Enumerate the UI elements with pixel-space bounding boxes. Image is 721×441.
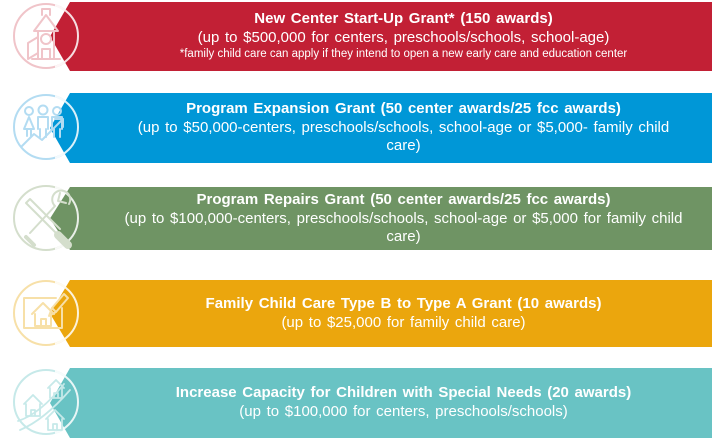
grant-amount-line: (up to $50,000-centers, preschools/schoo… <box>137 119 670 155</box>
grant-row-special-needs-capacity: Increase Capacity for Children with Spec… <box>0 368 721 438</box>
grant-banner-ribbon <box>50 280 712 347</box>
grant-row-program-repairs: Program Repairs Grant (50 center awards/… <box>0 184 721 251</box>
grant-banner-ribbon <box>50 187 712 250</box>
grant-banner-ribbon <box>50 2 712 71</box>
grant-text-block: Increase Capacity for Children with Spec… <box>100 368 707 438</box>
grant-title: New Center Start-Up Grant* (150 awards) <box>254 10 553 28</box>
neighborhood-houses-icon <box>16 373 76 433</box>
grant-amount-line: (up to $25,000 for family child care) <box>281 313 526 331</box>
grant-text-block: New Center Start-Up Grant* (150 awards) … <box>100 2 707 71</box>
family-growth-icon <box>16 98 76 158</box>
repair-tools-icon <box>16 188 76 249</box>
grant-amount-line: (up to $500,000 for centers, preschools/… <box>197 28 610 46</box>
grant-title: Program Expansion Grant (50 center award… <box>186 100 621 118</box>
grant-text-block: Program Repairs Grant (50 center awards/… <box>100 187 707 250</box>
grant-row-type-b-to-a: Family Child Care Type B to Type A Grant… <box>0 279 721 347</box>
house-plan-pencil-icon <box>16 284 76 344</box>
grant-row-program-expansion: Program Expansion Grant (50 center award… <box>0 93 721 163</box>
grant-title: Family Child Care Type B to Type A Grant… <box>205 294 602 312</box>
grant-banner-ribbon <box>50 93 712 163</box>
grant-row-new-center-startup: New Center Start-Up Grant* (150 awards) … <box>0 2 721 71</box>
grant-title: Program Repairs Grant (50 center awards/… <box>196 190 611 208</box>
grant-text-block: Program Expansion Grant (50 center award… <box>100 93 707 163</box>
grant-footnote: *family child care can apply if they int… <box>179 48 628 61</box>
grant-text-block: Family Child Care Type B to Type A Grant… <box>100 280 707 347</box>
grant-title: Increase Capacity for Children with Spec… <box>175 384 632 402</box>
schoolhouse-icon <box>16 7 76 67</box>
grant-amount-line: (up to $100,000 for centers, preschools/… <box>239 403 568 421</box>
grant-amount-line: (up to $100,000-centers, preschools/scho… <box>124 209 683 245</box>
grant-banner-ribbon <box>50 368 712 438</box>
